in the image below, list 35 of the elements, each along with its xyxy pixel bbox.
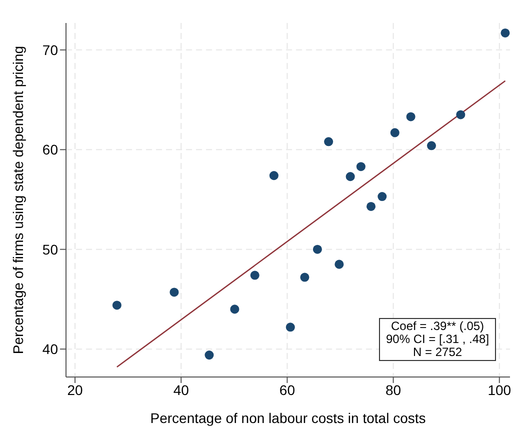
x-axis-title: Percentage of non labour costs in total costs bbox=[150, 410, 426, 426]
y-tick-label: 60 bbox=[42, 142, 58, 158]
point bbox=[456, 110, 466, 120]
point bbox=[250, 270, 260, 280]
point bbox=[286, 322, 295, 332]
point bbox=[324, 137, 334, 146]
point bbox=[300, 272, 310, 282]
annotation-box: Coef = .39** (.05) 90% CI = [.31 , .48] N = 2752 bbox=[379, 318, 496, 361]
point bbox=[230, 304, 240, 314]
point bbox=[406, 112, 416, 122]
annotation: 90% CI = [.31 , .48] bbox=[386, 332, 490, 346]
point bbox=[356, 162, 366, 172]
point bbox=[312, 244, 322, 254]
x-tick-label: 40 bbox=[173, 382, 190, 398]
point bbox=[112, 300, 122, 310]
y-tick-label: 40 bbox=[42, 341, 58, 358]
x-tick-label: 100 bbox=[488, 382, 512, 398]
point bbox=[170, 288, 179, 297]
x-tick-label: 20 bbox=[67, 382, 84, 398]
annotation: Coef = .39** (.05) bbox=[390, 319, 486, 333]
y-tick-label: 50 bbox=[42, 241, 58, 258]
point bbox=[334, 260, 344, 269]
y-axis-title: Percentage of firms using state dependent pricing bbox=[10, 46, 26, 354]
point bbox=[269, 171, 278, 180]
point bbox=[426, 141, 436, 150]
point bbox=[378, 192, 387, 202]
y-tick-label: 70 bbox=[42, 42, 58, 58]
point bbox=[390, 128, 400, 138]
point bbox=[500, 28, 510, 38]
annotation: N = 2752 bbox=[412, 345, 464, 359]
point bbox=[204, 350, 214, 360]
point bbox=[366, 202, 376, 211]
x-tick-label: 60 bbox=[279, 382, 296, 398]
x-tick-label: 80 bbox=[386, 382, 402, 398]
point bbox=[346, 172, 355, 182]
